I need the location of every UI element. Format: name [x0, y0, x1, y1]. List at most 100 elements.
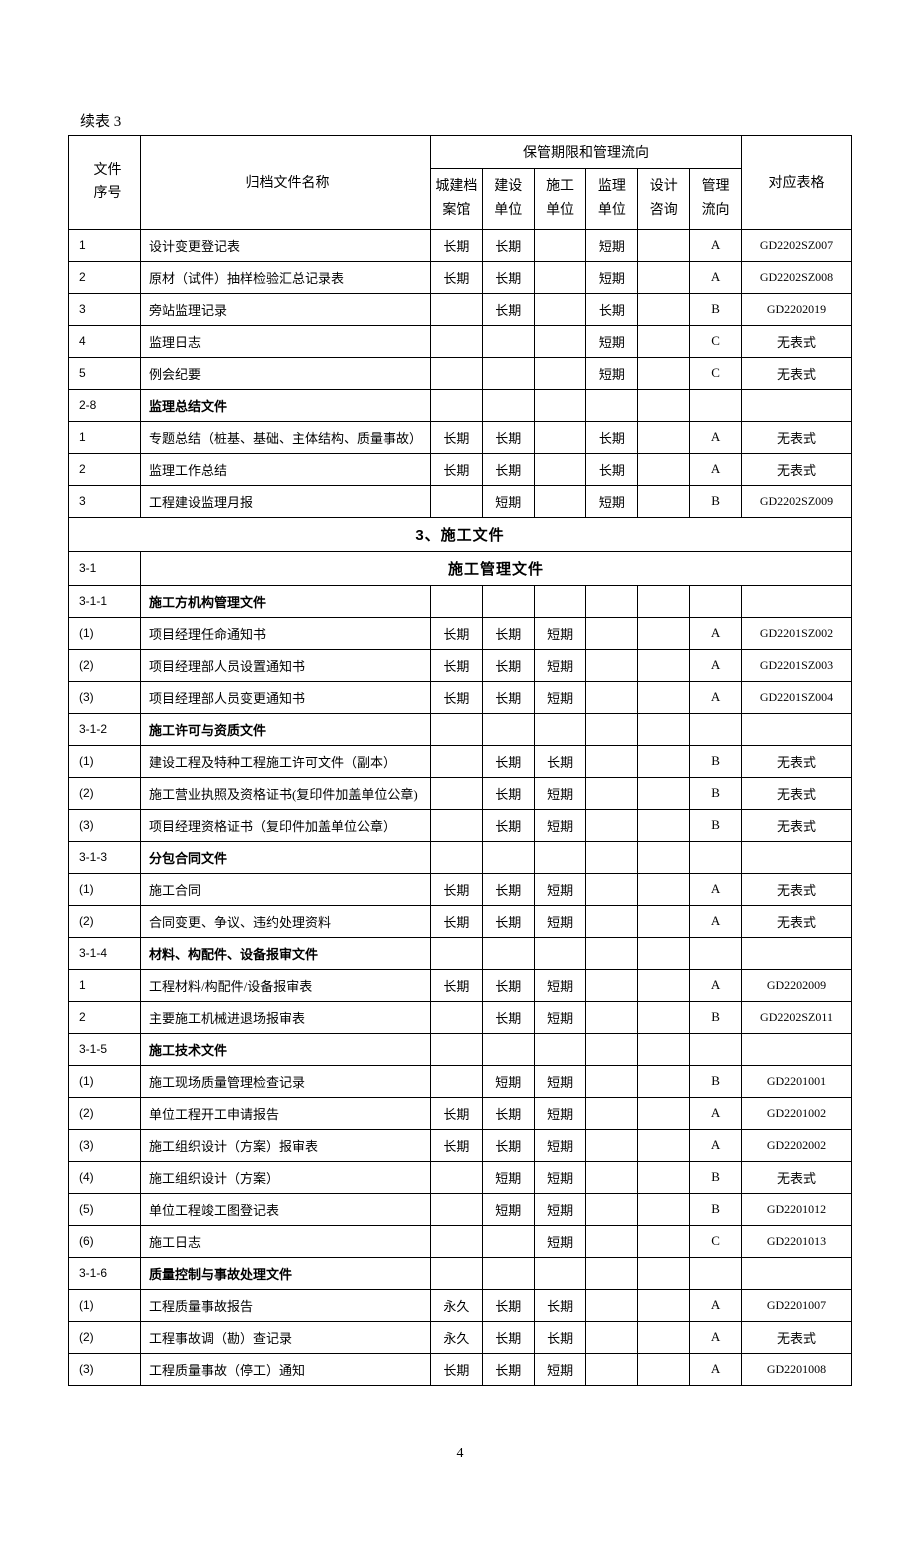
cell-c3 [534, 357, 586, 389]
cell-seq: (1) [69, 1289, 141, 1321]
cell-c4 [586, 1097, 638, 1129]
cell-c1 [431, 777, 483, 809]
cell-c2: 长期 [482, 1321, 534, 1353]
cell-c1: 长期 [431, 1129, 483, 1161]
cell-c2: 长期 [482, 293, 534, 325]
cell-c3: 短期 [534, 1129, 586, 1161]
cell-name: 施工日志 [141, 1225, 431, 1257]
cell-c4: 短期 [586, 325, 638, 357]
table-row: 4监理日志短期C无表式 [69, 325, 852, 357]
cell-c1 [431, 1257, 483, 1289]
cell-seq: (2) [69, 905, 141, 937]
cell-c2: 长期 [482, 1001, 534, 1033]
cell-name: 施工现场质量管理检查记录 [141, 1065, 431, 1097]
cell-c2 [482, 325, 534, 357]
cell-name: 施工合同 [141, 873, 431, 905]
cell-c5 [638, 809, 690, 841]
cell-form: 无表式 [742, 745, 852, 777]
cell-c1: 永久 [431, 1321, 483, 1353]
cell-c5 [638, 1129, 690, 1161]
cell-c3: 短期 [534, 905, 586, 937]
cell-flow: B [690, 777, 742, 809]
table-row: (3)施工组织设计（方案）报审表长期长期短期AGD2202002 [69, 1129, 852, 1161]
cell-c5 [638, 485, 690, 517]
cell-form [742, 389, 852, 421]
cell-c5 [638, 617, 690, 649]
cell-c1: 长期 [431, 229, 483, 261]
header-c1: 城建档案馆 [431, 169, 483, 230]
cell-seq: 2 [69, 1001, 141, 1033]
cell-c1 [431, 1225, 483, 1257]
cell-c4 [586, 1289, 638, 1321]
cell-flow: C [690, 1225, 742, 1257]
cell-flow: A [690, 905, 742, 937]
cell-flow: A [690, 421, 742, 453]
cell-seq: (2) [69, 1321, 141, 1353]
cell-form: GD2201013 [742, 1225, 852, 1257]
cell-c1: 长期 [431, 681, 483, 713]
cell-seq: 2-8 [69, 389, 141, 421]
header-form: 对应表格 [742, 136, 852, 230]
cell-c1 [431, 389, 483, 421]
table-row: 3-1-2施工许可与资质文件 [69, 713, 852, 745]
cell-c4 [586, 1353, 638, 1385]
cell-c4 [586, 745, 638, 777]
cell-form: GD2201SZ004 [742, 681, 852, 713]
cell-name: 工程质量事故报告 [141, 1289, 431, 1321]
cell-seq: (1) [69, 745, 141, 777]
cell-c3 [534, 261, 586, 293]
cell-c2: 短期 [482, 1193, 534, 1225]
header-c6: 管理流向 [690, 169, 742, 230]
cell-c3 [534, 1033, 586, 1065]
table-row: 2监理工作总结长期长期长期A无表式 [69, 453, 852, 485]
table-row: 2-8监理总结文件 [69, 389, 852, 421]
cell-form [742, 585, 852, 617]
cell-flow: B [690, 293, 742, 325]
cell-name: 分包合同文件 [141, 841, 431, 873]
cell-seq: (3) [69, 1353, 141, 1385]
cell-c2: 长期 [482, 229, 534, 261]
cell-seq: (3) [69, 809, 141, 841]
table-row: 3-1-4材料、构配件、设备报审文件 [69, 937, 852, 969]
cell-form: GD2201001 [742, 1065, 852, 1097]
cell-name: 工程材料/构配件/设备报审表 [141, 969, 431, 1001]
cell-flow: A [690, 261, 742, 293]
cell-c4 [586, 1225, 638, 1257]
cell-c2 [482, 389, 534, 421]
cell-seq: 3-1-1 [69, 585, 141, 617]
cell-form: GD2202SZ007 [742, 229, 852, 261]
cell-c2: 短期 [482, 485, 534, 517]
cell-seq: 3 [69, 293, 141, 325]
table-row: (1)施工合同长期长期短期A无表式 [69, 873, 852, 905]
cell-seq: (3) [69, 1129, 141, 1161]
cell-c1: 长期 [431, 873, 483, 905]
cell-flow: C [690, 325, 742, 357]
cell-c2: 长期 [482, 1353, 534, 1385]
cell-c1 [431, 1065, 483, 1097]
cell-name: 单位工程开工申请报告 [141, 1097, 431, 1129]
cell-c3: 短期 [534, 969, 586, 1001]
cell-name: 施工技术文件 [141, 1033, 431, 1065]
table-row: 3-1-1施工方机构管理文件 [69, 585, 852, 617]
cell-c5 [638, 649, 690, 681]
cell-c1: 长期 [431, 261, 483, 293]
cell-c2: 长期 [482, 261, 534, 293]
cell-flow [690, 713, 742, 745]
cell-c3: 短期 [534, 1001, 586, 1033]
cell-c1: 长期 [431, 1097, 483, 1129]
cell-form: GD2202002 [742, 1129, 852, 1161]
table-row: (3)工程质量事故（停工）通知长期长期短期AGD2201008 [69, 1353, 852, 1385]
cell-seq: 3-1 [69, 551, 141, 585]
cell-c2 [482, 357, 534, 389]
cell-form: 无表式 [742, 809, 852, 841]
cell-flow: A [690, 617, 742, 649]
cell-form: GD2202SZ011 [742, 1001, 852, 1033]
cell-name: 项目经理部人员设置通知书 [141, 649, 431, 681]
cell-name: 监理日志 [141, 325, 431, 357]
table-row: 5例会纪要短期C无表式 [69, 357, 852, 389]
cell-c5 [638, 1033, 690, 1065]
cell-c3: 短期 [534, 809, 586, 841]
cell-name: 旁站监理记录 [141, 293, 431, 325]
cell-flow: B [690, 1065, 742, 1097]
cell-c2: 长期 [482, 1129, 534, 1161]
